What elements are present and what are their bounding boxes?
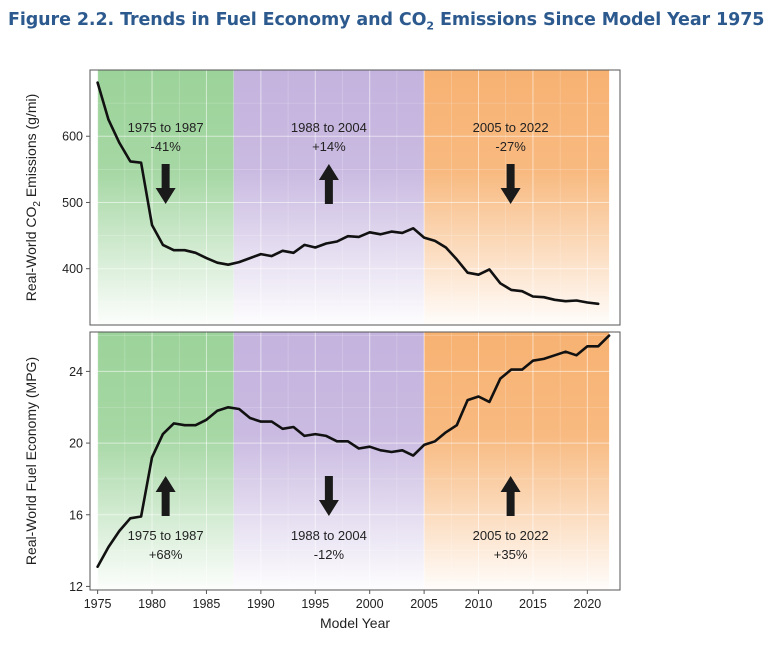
figure-title: Figure 2.2. Trends in Fuel Economy and C… <box>8 10 765 33</box>
y-axis-label: Real-World CO2 Emissions (g/mi) <box>23 94 43 302</box>
period-change-2: -12% <box>314 547 345 562</box>
period-change-3: -27% <box>495 139 526 154</box>
arrow-up-icon <box>500 476 521 516</box>
y-tick-label: 12 <box>69 580 83 594</box>
x-tick-label: 1995 <box>301 597 329 611</box>
period-label-2: 1988 to 2004 <box>291 528 367 543</box>
x-tick-label: 1985 <box>193 597 221 611</box>
series-line <box>96 334 611 568</box>
arrow-up-icon <box>155 476 176 516</box>
panel-frame <box>89 69 621 326</box>
panel-mpg: 1975 to 1987 +68% 1988 to 2004 -12% 2005 to … <box>23 331 621 631</box>
period-label-1: 1975 to 1987 <box>128 120 204 135</box>
x-tick-label: 2015 <box>519 597 547 611</box>
arrow-down-icon <box>318 476 339 516</box>
period-label-1: 1975 to 1987 <box>128 528 204 543</box>
period-band-2 <box>233 332 425 590</box>
period-label-2: 1988 to 2004 <box>291 120 367 135</box>
y-tick-label: 400 <box>62 262 83 276</box>
arrow-up-icon <box>318 164 339 204</box>
arrow-down-icon <box>500 164 521 204</box>
x-tick-label: 2010 <box>465 597 493 611</box>
arrow-down-icon <box>155 164 176 204</box>
period-label-3: 2005 to 2022 <box>473 120 549 135</box>
x-axis-label: Model Year <box>320 615 390 631</box>
series-line <box>96 81 600 306</box>
x-tick-label: 1990 <box>247 597 275 611</box>
panel-co2: 1975 to 1987 -41% 1988 to 2004 +14% 2005 to … <box>23 69 621 326</box>
y-tick-label: 500 <box>62 196 83 210</box>
period-change-3: +35% <box>494 547 528 562</box>
panel-frame <box>89 331 621 591</box>
period-band-3 <box>424 70 610 325</box>
y-axis-label: Real-World Fuel Economy (MPG) <box>23 357 39 565</box>
period-band-3 <box>424 332 610 590</box>
y-tick-label: 20 <box>69 437 83 451</box>
y-tick-label: 600 <box>62 130 83 144</box>
x-tick-label: 2005 <box>410 597 438 611</box>
period-change-1: -41% <box>150 139 181 154</box>
x-tick-label: 1975 <box>84 597 112 611</box>
x-tick-label: 2000 <box>356 597 384 611</box>
period-change-1: +68% <box>149 547 183 562</box>
period-change-2: +14% <box>312 139 346 154</box>
y-tick-label: 24 <box>69 365 83 379</box>
period-label-3: 2005 to 2022 <box>473 528 549 543</box>
period-band-1 <box>97 332 234 590</box>
y-tick-label: 16 <box>69 508 83 522</box>
x-tick-label: 1980 <box>138 597 166 611</box>
x-tick-label: 2020 <box>573 597 601 611</box>
